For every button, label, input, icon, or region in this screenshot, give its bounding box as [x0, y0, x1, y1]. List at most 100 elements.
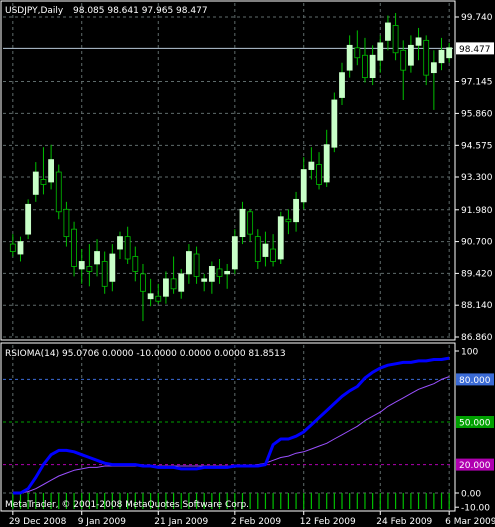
- bear-candle[interactable]: [392, 25, 399, 54]
- bear-candle[interactable]: [362, 54, 368, 79]
- signal-line[interactable]: [12, 376, 450, 494]
- indicator-tick-label: -10.00: [461, 504, 490, 514]
- bear-candle[interactable]: [71, 228, 77, 267]
- bull-candle[interactable]: [446, 47, 453, 59]
- bull-candle[interactable]: [239, 208, 246, 238]
- bear-candle[interactable]: [132, 256, 139, 272]
- bear-candle[interactable]: [400, 49, 407, 71]
- indicator-grid: [3, 345, 453, 510]
- bull-candle[interactable]: [117, 236, 123, 250]
- bull-candle[interactable]: [208, 266, 215, 282]
- bull-candle[interactable]: [331, 99, 338, 148]
- time-tick-label: 21 Jan 2009: [154, 517, 208, 527]
- indicator-level-label: 20.000: [459, 461, 491, 471]
- bull-candle[interactable]: [300, 169, 307, 203]
- bear-candle[interactable]: [170, 278, 177, 290]
- bear-candle[interactable]: [124, 236, 131, 260]
- price-tick-label: 93.300: [461, 173, 493, 183]
- bull-candle[interactable]: [224, 271, 231, 275]
- indicator-level-label: 80.000: [459, 376, 491, 386]
- time-axis[interactable]: 29 Dec 2008 9 Jan 2009 21 Jan 2009 2 Feb 20…: [9, 511, 495, 527]
- bull-candle[interactable]: [377, 42, 384, 61]
- price-pane-frame: [0, 0, 456, 341]
- bull-candle[interactable]: [78, 261, 85, 270]
- bear-candle[interactable]: [155, 295, 162, 302]
- bull-candle[interactable]: [308, 161, 315, 170]
- price-tick-label: 99.740: [461, 13, 493, 23]
- bear-candle[interactable]: [216, 268, 223, 277]
- indicator-level-tag: [456, 373, 494, 386]
- price-tick-label: 97.145: [461, 77, 493, 87]
- time-tick-label: 29 Dec 2008: [9, 517, 67, 527]
- candles-layer[interactable]: [9, 13, 453, 322]
- time-tick-label: 2 Feb 2009: [231, 517, 282, 527]
- indicator-level-tag: [456, 416, 494, 428]
- indicator-pane-frame: [0, 342, 456, 512]
- bull-candle[interactable]: [369, 54, 376, 79]
- bear-candle[interactable]: [354, 47, 361, 59]
- bull-candle[interactable]: [262, 243, 269, 257]
- indicator-axis: 80.000 50.000 20.000 100 0.00 -10.00: [455, 348, 494, 514]
- time-tick-label: 6 Mar 2009: [445, 517, 495, 527]
- bull-candle[interactable]: [438, 49, 445, 64]
- price-tick-label: 91.980: [461, 206, 493, 216]
- price-tick-label: 90.700: [461, 238, 493, 248]
- bear-candle[interactable]: [9, 243, 16, 252]
- bear-candle[interactable]: [40, 179, 47, 185]
- price-tick-label: 95.860: [461, 109, 493, 119]
- bear-candle[interactable]: [63, 208, 70, 238]
- time-tick-label: 24 Feb 2009: [376, 517, 432, 527]
- bull-candle[interactable]: [323, 144, 330, 183]
- bull-candle[interactable]: [277, 216, 284, 260]
- bull-candle[interactable]: [201, 278, 208, 282]
- bear-candle[interactable]: [247, 211, 254, 235]
- bull-candle[interactable]: [231, 236, 238, 270]
- symbol-title: USDJPY,Daily: [5, 6, 64, 16]
- current-price-tag[interactable]: [456, 42, 494, 55]
- indicator-layer[interactable]: [12, 356, 450, 509]
- bull-candle[interactable]: [94, 251, 100, 265]
- bear-candle[interactable]: [101, 261, 108, 287]
- bull-candle[interactable]: [430, 62, 437, 74]
- bear-candle[interactable]: [140, 273, 146, 292]
- bull-candle[interactable]: [293, 198, 299, 223]
- ohlc-readout: 98.085 98.641 97.965 98.477: [73, 6, 208, 16]
- indicator-tick-label: 100: [461, 348, 478, 358]
- bull-candle[interactable]: [25, 203, 32, 235]
- bull-candle[interactable]: [385, 22, 391, 41]
- bull-candle[interactable]: [415, 37, 422, 46]
- bull-candle[interactable]: [32, 171, 39, 195]
- bear-candle[interactable]: [254, 236, 261, 262]
- bear-candle[interactable]: [316, 164, 322, 185]
- price-grid: [3, 3, 453, 339]
- bull-candle[interactable]: [178, 273, 185, 292]
- bull-candle[interactable]: [407, 44, 414, 66]
- bull-candle[interactable]: [48, 159, 55, 183]
- bear-candle[interactable]: [270, 248, 277, 262]
- bear-candle[interactable]: [193, 253, 200, 277]
- copyright-text: MetaTrader, © 2001-2008 MetaQuotes Softw…: [5, 500, 249, 510]
- bull-candle[interactable]: [17, 241, 24, 255]
- bull-candle[interactable]: [339, 72, 345, 98]
- bear-candle[interactable]: [423, 39, 430, 76]
- bear-candle[interactable]: [285, 218, 292, 223]
- bull-candle[interactable]: [147, 293, 154, 300]
- time-tick-label: 12 Feb 2009: [300, 517, 356, 527]
- bull-candle[interactable]: [163, 278, 169, 297]
- price-tick-label: 88.140: [461, 301, 493, 311]
- indicator-title: RSIOMA(14) 95.0706 0.0000 -10.0000 0.000…: [5, 349, 286, 359]
- bull-candle[interactable]: [346, 44, 353, 71]
- current-price-label: 98.477: [459, 45, 491, 55]
- bear-candle[interactable]: [86, 266, 93, 272]
- indicator-tick-label: 0.00: [461, 490, 481, 500]
- bull-candle[interactable]: [109, 253, 116, 282]
- price-axis[interactable]: 99.740 98.477 97.145 95.860 94.575 93.300 91.9…: [455, 13, 494, 343]
- bull-candle[interactable]: [185, 251, 192, 275]
- indicator-level-tag: [456, 458, 494, 471]
- bear-candle[interactable]: [55, 171, 62, 213]
- rsioma-line[interactable]: [12, 356, 450, 495]
- price-tick-label: 89.420: [461, 269, 493, 279]
- price-tick-label: 86.860: [461, 333, 493, 343]
